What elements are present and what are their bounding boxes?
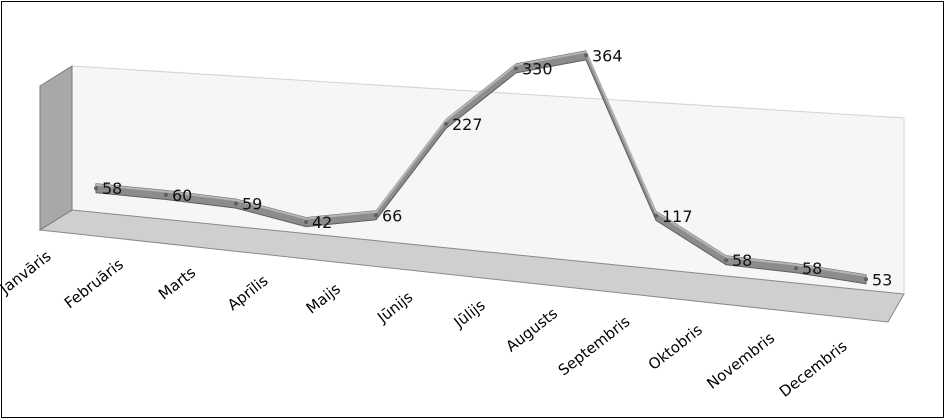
x-tick-label: Februāris xyxy=(61,255,127,312)
data-label: 42 xyxy=(312,213,332,232)
side-wall xyxy=(39,65,73,231)
x-tick-label: Janvāris xyxy=(0,247,55,298)
data-label: 58 xyxy=(102,179,122,198)
data-point xyxy=(164,192,168,197)
data-point xyxy=(444,121,448,126)
x-tick-label: Oktobris xyxy=(645,320,706,373)
x-tick-label: Jūlijs xyxy=(450,296,489,332)
data-label: 58 xyxy=(802,259,822,278)
data-point xyxy=(234,201,238,206)
x-tick-label: Jūnijs xyxy=(373,288,416,327)
data-point xyxy=(724,258,728,263)
x-tick-label: Septembris xyxy=(555,312,634,379)
series-line-highlight xyxy=(95,50,867,277)
data-label: 364 xyxy=(592,46,623,65)
data-point xyxy=(514,66,518,71)
data-label: 227 xyxy=(452,115,483,134)
data-label: 53 xyxy=(872,270,892,289)
data-point xyxy=(304,220,308,225)
data-label: 66 xyxy=(382,206,402,225)
data-point xyxy=(794,266,798,271)
data-label: 117 xyxy=(662,207,693,226)
x-tick-label: Novembris xyxy=(703,329,778,393)
x-tick-label: Marts xyxy=(155,263,199,303)
x-tick-label: Augusts xyxy=(502,304,561,355)
data-label: 60 xyxy=(172,186,192,205)
x-tick-label: Decembris xyxy=(776,337,851,401)
x-tick-label: Aprīlis xyxy=(224,271,272,314)
data-label: 59 xyxy=(242,195,262,214)
data-point xyxy=(864,277,868,282)
data-point xyxy=(374,213,378,218)
data-point xyxy=(94,186,98,191)
data-label: 330 xyxy=(522,59,553,78)
data-point xyxy=(584,53,588,58)
data-point xyxy=(654,213,658,218)
data-label: 58 xyxy=(732,251,752,270)
x-tick-label: Maijs xyxy=(303,280,344,318)
